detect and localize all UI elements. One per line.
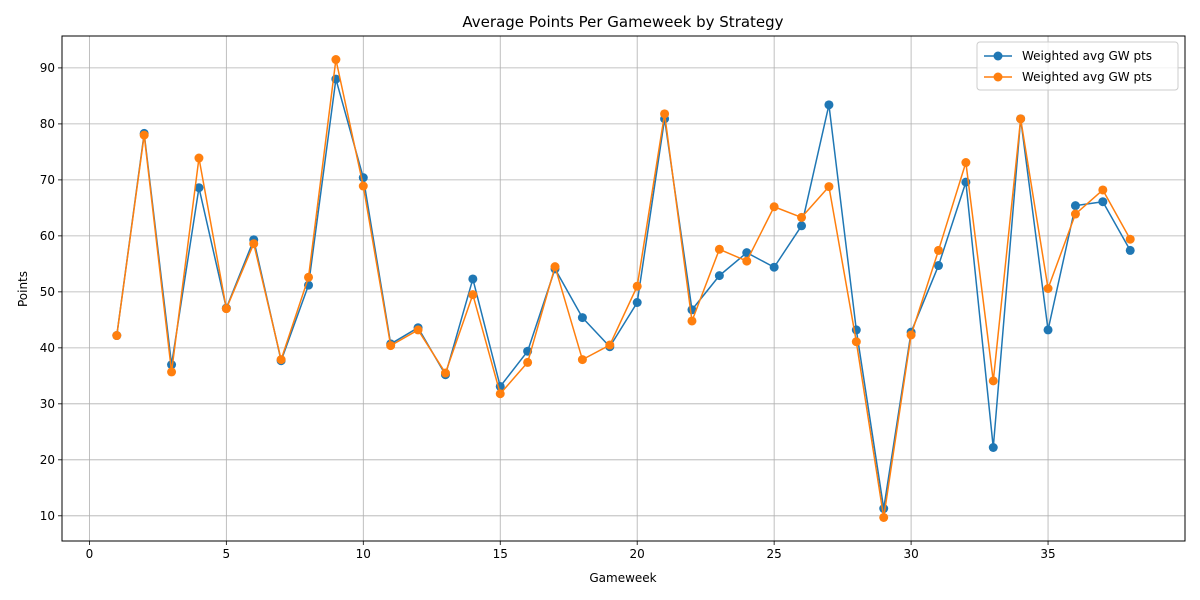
series-2-point <box>687 316 697 326</box>
series-1-point <box>879 504 889 514</box>
series-2-point <box>495 389 505 399</box>
x-tick-label: 20 <box>630 547 645 561</box>
legend-marker-1 <box>993 51 1003 61</box>
legend-marker-2 <box>993 72 1003 82</box>
legend-label-1: Weighted avg GW pts <box>1022 49 1152 63</box>
series-2-point <box>660 109 670 119</box>
series-2-point <box>112 331 122 341</box>
series-1-point <box>714 271 724 281</box>
series-1-point <box>742 248 752 258</box>
series-1-point <box>167 360 177 370</box>
series-2-point <box>769 202 779 212</box>
x-axis-label: Gameweek <box>589 571 656 585</box>
series-2-point <box>249 239 259 249</box>
series-1-point <box>933 261 943 271</box>
series-2-point <box>714 244 724 254</box>
series-2-point <box>139 130 149 140</box>
legend-label-2: Weighted avg GW pts <box>1022 70 1152 84</box>
legend: Weighted avg GW pts Weighted avg GW pts <box>976 41 1179 91</box>
series-2-point <box>440 368 450 378</box>
x-tick-label: 10 <box>356 547 371 561</box>
series-1-point <box>632 298 642 307</box>
series-2-point <box>304 272 314 282</box>
y-tick-label: 40 <box>40 341 55 355</box>
grid <box>62 36 1185 541</box>
x-tick-label: 5 <box>223 547 231 561</box>
series-2-point <box>523 357 533 367</box>
series-2-point <box>194 153 204 163</box>
series-1-point <box>194 183 204 193</box>
y-tick-label: 10 <box>40 509 55 523</box>
x-tick-label: 15 <box>493 547 508 561</box>
series-2-point <box>797 212 807 222</box>
x-tick-label: 0 <box>86 547 94 561</box>
series-2-point <box>906 330 916 340</box>
series-1-point <box>1043 325 1053 335</box>
y-tick-label: 50 <box>40 285 55 299</box>
series-2-point <box>742 256 752 266</box>
series-2-point <box>1043 284 1053 293</box>
y-tick-label: 30 <box>40 397 55 411</box>
series-2-point <box>1016 114 1026 124</box>
series-1-point <box>468 274 478 284</box>
series-2 <box>112 55 1135 522</box>
plot-area-frame <box>61 35 1186 542</box>
series-1-point <box>1070 201 1080 211</box>
series-2-point <box>167 367 177 377</box>
series-layer <box>112 55 1135 522</box>
series-2-line <box>116 58 1131 519</box>
series-2-point <box>413 325 423 335</box>
y-axis-label: Points <box>16 271 30 307</box>
series-2-point <box>632 281 642 291</box>
ticks: 0 5 10 15 20 25 30 35 10 20 30 40 50 60 70 80 90 <box>40 61 1056 561</box>
series-1-point <box>1125 245 1135 255</box>
series-2-point <box>386 341 396 351</box>
series-2-point <box>550 262 560 272</box>
series-1-point <box>797 221 807 231</box>
y-tick-label: 60 <box>40 229 55 243</box>
series-2-point <box>276 355 286 365</box>
y-tick-label: 70 <box>40 173 55 187</box>
series-2-point <box>577 355 587 365</box>
series-2-point <box>331 55 341 65</box>
series-2-point <box>1070 209 1080 219</box>
series-2-point <box>221 304 231 314</box>
series-2-point <box>961 158 971 168</box>
series-1-point <box>769 262 779 272</box>
y-tick-label: 80 <box>40 117 55 131</box>
series-2-point <box>1098 185 1108 195</box>
series-1-point <box>988 443 998 452</box>
series-2-point <box>851 337 861 347</box>
series-2-point <box>824 182 834 192</box>
chart-title: Average Points Per Gameweek by Strategy <box>462 13 783 31</box>
series-2-point <box>933 245 943 255</box>
series-2-point <box>358 181 368 191</box>
series-1-point <box>824 100 834 110</box>
series-2-point <box>605 340 615 350</box>
series-1-point <box>577 313 587 323</box>
x-tick-label: 25 <box>767 547 782 561</box>
legend-box <box>976 41 1179 91</box>
series-1-point <box>1098 197 1108 207</box>
x-tick-label: 30 <box>903 547 918 561</box>
series-2-point <box>879 512 889 522</box>
series-2-point <box>1125 234 1135 244</box>
x-tick-label: 35 <box>1040 547 1055 561</box>
y-tick-label: 90 <box>40 61 55 75</box>
series-2-point <box>988 376 998 386</box>
series-2-point <box>468 290 478 300</box>
y-tick-label: 20 <box>40 453 55 467</box>
